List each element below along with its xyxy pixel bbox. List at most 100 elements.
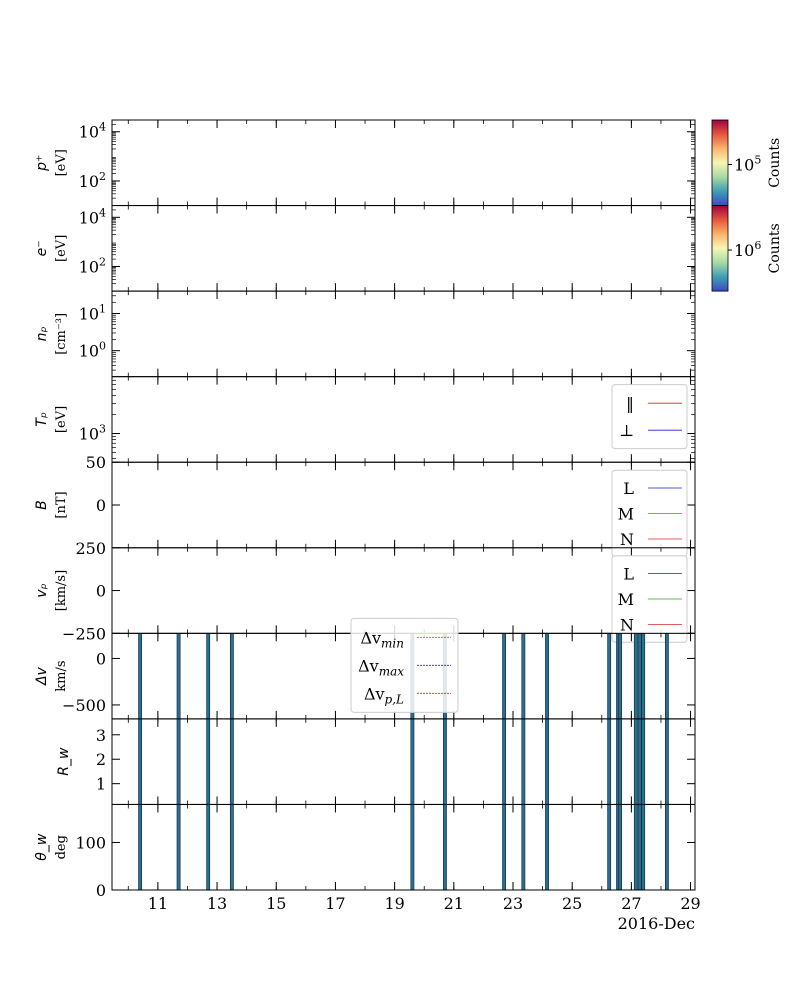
colorbar-tick-label-0: 105 bbox=[734, 153, 761, 174]
walen_angle-event-bar-7 bbox=[521, 804, 526, 891]
proton_temperature-ytick-label-0: 103 bbox=[79, 423, 106, 444]
proton_velocity-ytick-label-2: 250 bbox=[75, 539, 106, 558]
delta_v-ytick-label-0: −500 bbox=[62, 696, 106, 715]
delta_v-event-bar-8 bbox=[545, 633, 549, 720]
walen_ratio-event-bar-3 bbox=[229, 718, 234, 805]
walen_ratio-event-bar-7 bbox=[521, 718, 526, 805]
magnetic_field-legend: LMN bbox=[611, 469, 688, 558]
proton_density-frame bbox=[111, 290, 696, 378]
electron_spectrogram-ylabel-line-0: e⁻ bbox=[34, 240, 50, 256]
delta_v-ylabel-line-0: Δv bbox=[34, 666, 50, 686]
proton_density-ytick-label-1-exp: 1 bbox=[99, 302, 106, 315]
walen_angle-event-bar-5 bbox=[443, 804, 447, 891]
walen_angle-event-bar-12 bbox=[633, 804, 638, 891]
ion_spectrogram-ytick-label-1-base: 10 bbox=[79, 123, 99, 142]
delta_v-event-bar-15 bbox=[664, 633, 669, 720]
x-tick-label-6: 23 bbox=[503, 894, 523, 913]
proton_temperature-legend-label-0: ‖ bbox=[626, 394, 634, 413]
ion_spectrogram-ylabel-line-0: p⁺ bbox=[34, 155, 50, 172]
colorbar-strip-0 bbox=[711, 119, 729, 206]
walen_ratio-event-bar-0 bbox=[138, 718, 143, 805]
proton_density-ylabel-line-1: [cm⁻³] bbox=[54, 313, 69, 355]
delta_v-ytick-label-1: 0 bbox=[96, 649, 106, 668]
magnetic_field-legend-name-1: M bbox=[618, 504, 634, 523]
ion_spectrogram-ytick-label-0-base: 10 bbox=[79, 172, 99, 191]
electron_spectrogram-ytick-label-0-base: 10 bbox=[79, 258, 99, 277]
panel-walen_angle: 0 100 θ_w deg bbox=[34, 803, 696, 900]
proton_velocity-ylabel-line-0: vₚ bbox=[34, 583, 50, 597]
colorbar-tick-base-1: 10 bbox=[734, 241, 754, 260]
delta_v-event-bar-7 bbox=[521, 633, 526, 720]
colorbar-tick-label-1: 106 bbox=[734, 239, 761, 260]
delta_v-event-bar-14 bbox=[641, 633, 646, 720]
proton_density-ytick-label-0-base: 10 bbox=[79, 342, 99, 361]
ion_spectrogram-ytick-label-0-exp: 2 bbox=[99, 170, 106, 183]
delta_v-legend-label-0: Δvmin bbox=[360, 628, 404, 650]
proton_velocity-legend-label-0: L bbox=[623, 565, 634, 584]
walen_ratio-event-bar-14 bbox=[641, 718, 646, 805]
x-tick-label-9: 29 bbox=[680, 894, 700, 913]
walen_ratio-event-bar-11 bbox=[618, 718, 623, 805]
proton_velocity-ylabel-line-1: [km/s] bbox=[54, 570, 69, 611]
walen_ratio-event-bar-4 bbox=[410, 718, 415, 805]
electron_spectrogram-ytick-label-1: 104 bbox=[79, 206, 106, 227]
magnetic_field-ylabel-line-1: [nT] bbox=[54, 491, 69, 518]
colorbar-0: 105 Counts bbox=[711, 119, 783, 206]
electron_spectrogram-ytick-label-1-exp: 4 bbox=[99, 206, 106, 219]
delta_v-event-bar-13 bbox=[637, 633, 642, 720]
walen_angle-event-bar-9 bbox=[607, 804, 612, 891]
ion_spectrogram-ylabel-line-1: [eV] bbox=[54, 149, 69, 176]
proton_velocity-ytick-label-0: −250 bbox=[62, 624, 106, 643]
proton_density-ytick-label-0-exp: 0 bbox=[99, 340, 106, 353]
x-tick-label-5: 21 bbox=[444, 894, 464, 913]
delta_v-legend-sub-2: p,L bbox=[385, 692, 404, 706]
walen_ratio-event-bar-8 bbox=[545, 718, 549, 805]
magnetic_field-ytick-label-0: 0 bbox=[96, 496, 106, 515]
x-tick-label-7: 25 bbox=[562, 894, 582, 913]
proton_velocity-ytick-label-1: 0 bbox=[96, 582, 106, 601]
walen_ratio-event-bar-13 bbox=[637, 718, 642, 805]
magnetic_field-ylabel-line-0: B bbox=[34, 500, 50, 510]
delta_v-legend-label-1: Δvmax bbox=[358, 656, 404, 678]
delta_v-event-bar-6 bbox=[502, 633, 507, 720]
colorbar-1: 106 Counts bbox=[711, 205, 783, 292]
proton_density-ylabel-line-0: nₚ bbox=[34, 326, 50, 341]
electron_spectrogram-frame bbox=[111, 205, 696, 292]
walen_ratio-ytick-label-1: 2 bbox=[96, 750, 106, 769]
magnetic_field-legend-name-2: N bbox=[620, 530, 634, 549]
x-tick-label-3: 17 bbox=[325, 894, 345, 913]
walen_ratio-ytick-label-2: 3 bbox=[96, 726, 106, 745]
panel-magnetic_field: 0 50 B [nT] LMN bbox=[34, 453, 696, 558]
walen_ratio-event-bar-12 bbox=[633, 718, 638, 805]
delta_v-legend-name-0: Δv bbox=[360, 628, 381, 647]
panel-walen_ratio: 1 2 3 R_w bbox=[56, 718, 696, 805]
x-tick-label-0: 11 bbox=[148, 894, 168, 913]
proton_temperature-ytick-label-0-base: 10 bbox=[79, 425, 99, 444]
walen_angle-frame bbox=[111, 803, 696, 891]
proton_density-ytick-label-1-base: 10 bbox=[79, 304, 99, 323]
proton_temperature-ylabel-line-1: [eV] bbox=[54, 406, 69, 433]
delta_v-legend-sub-0: min bbox=[381, 636, 404, 650]
colorbar-strip-1 bbox=[711, 205, 729, 292]
walen_ratio-ytick-label-0: 1 bbox=[96, 775, 106, 794]
electron_spectrogram-ytick-label-1-base: 10 bbox=[79, 208, 99, 227]
walen_angle-ylabel-line-0: θ_w bbox=[34, 833, 50, 861]
ion_spectrogram-ytick-label-1: 104 bbox=[79, 121, 106, 142]
proton_temperature-legend-label-1: ⊥ bbox=[619, 421, 634, 440]
delta_v-event-bar-1 bbox=[176, 633, 181, 720]
walen_angle-event-bar-1 bbox=[176, 804, 181, 891]
delta_v-event-bar-9 bbox=[607, 633, 612, 720]
electron_spectrogram-ytick-label-0-exp: 2 bbox=[99, 256, 106, 269]
ion_spectrogram-ytick-label-1-exp: 4 bbox=[99, 121, 106, 134]
delta_v-event-bar-12 bbox=[633, 633, 638, 720]
magnetic_field-ytick-label-1: 50 bbox=[86, 453, 106, 472]
delta_v-legend-name-1: Δv bbox=[358, 656, 379, 675]
ion_spectrogram-ytick-label-0: 102 bbox=[79, 170, 106, 191]
